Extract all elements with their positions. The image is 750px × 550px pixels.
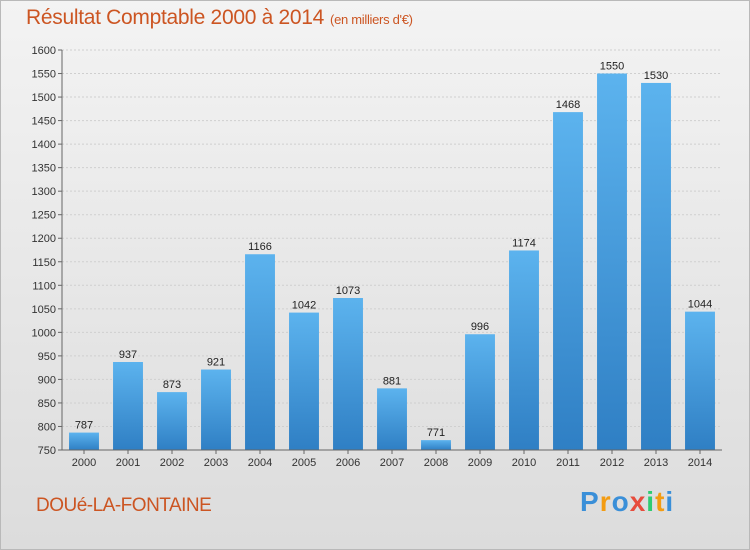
bar-2008	[421, 440, 451, 450]
y-tick-label: 1200	[32, 233, 56, 245]
data-label-2003: 921	[207, 357, 225, 369]
x-tick-label-2014: 2014	[688, 457, 712, 469]
chart-title-text: Résultat Comptable 2000 à 2014	[26, 6, 325, 29]
data-label-2011: 1468	[556, 99, 580, 111]
data-label-2002: 873	[163, 379, 181, 391]
bar-2007	[377, 388, 407, 450]
logo-letter: r	[599, 486, 612, 517]
x-tick-label-2006: 2006	[336, 457, 360, 469]
x-tick-label-2002: 2002	[160, 457, 184, 469]
data-label-2013: 1530	[644, 70, 668, 82]
bar-2006	[333, 298, 363, 450]
y-tick-label: 750	[38, 445, 56, 457]
y-tick-label: 1250	[32, 210, 56, 222]
y-tick-label: 1050	[32, 304, 56, 316]
y-tick-label: 1500	[32, 92, 56, 104]
x-tick-label-2000: 2000	[72, 457, 96, 469]
bar-2003	[201, 369, 231, 450]
x-tick-label-2011: 2011	[556, 457, 580, 469]
bar-2009	[465, 334, 495, 450]
y-tick-label: 1000	[32, 327, 56, 339]
x-tick-label-2001: 2001	[116, 457, 140, 469]
y-tick-label: 1550	[32, 69, 56, 81]
data-label-2014: 1044	[688, 299, 712, 311]
data-label-2009: 996	[471, 321, 489, 333]
y-tick-label: 1300	[32, 186, 56, 198]
data-label-2000: 787	[75, 420, 93, 432]
data-label-2004: 1166	[248, 241, 272, 253]
x-tick-label-2008: 2008	[424, 457, 448, 469]
bars: 787 937 873 921 1166 1042 1073 881 771 996 1174 146…	[69, 61, 715, 451]
x-tick-label-2004: 2004	[248, 457, 272, 469]
bar-2001	[113, 362, 143, 450]
y-tick-label: 1600	[32, 45, 56, 57]
bar-2000	[69, 432, 99, 450]
y-tick-label: 1150	[32, 257, 56, 269]
logo-letter: i	[665, 486, 675, 517]
bar-2002	[157, 392, 187, 450]
bar-2014	[685, 311, 715, 450]
y-tick-label: 1450	[32, 116, 56, 128]
data-label-2007: 881	[383, 375, 401, 387]
bar-2012	[597, 73, 627, 450]
proxiti-logo: Proxiti	[580, 486, 674, 518]
x-tick-label-2007: 2007	[380, 457, 404, 469]
x-tick-label-2013: 2013	[644, 457, 668, 469]
logo-letter: x	[629, 486, 647, 517]
y-tick-label: 900	[38, 374, 56, 386]
bar-2010	[509, 250, 539, 450]
x-tick-label-2005: 2005	[292, 457, 316, 469]
x-tick-label-2010: 2010	[512, 457, 536, 469]
bar-2004	[245, 254, 275, 450]
y-tick-label: 950	[38, 351, 56, 363]
data-label-2012: 1550	[600, 61, 624, 73]
y-tick-label: 850	[38, 398, 56, 410]
data-label-2008: 771	[427, 427, 445, 439]
axes: 750 800 850 900 950 1000 1050 1100 1150 1200 1250 1…	[32, 45, 722, 469]
y-tick-label: 1350	[32, 163, 56, 175]
bar-2013	[641, 82, 671, 451]
bar-2011	[553, 112, 583, 450]
logo-letter: o	[611, 486, 630, 517]
x-tick-label-2012: 2012	[600, 457, 624, 469]
logo-letter: t	[655, 486, 666, 517]
data-label-2006: 1073	[336, 285, 360, 297]
data-label-2005: 1042	[292, 300, 316, 312]
x-tick-label-2003: 2003	[204, 457, 228, 469]
data-label-2001: 937	[119, 349, 137, 361]
logo-letter: i	[646, 486, 656, 517]
y-tick-label: 800	[38, 421, 56, 433]
logo-letter: P	[580, 486, 600, 517]
place-name: DOUé-LA-FONTAINE	[36, 495, 212, 516]
y-tick-label: 1400	[32, 139, 56, 151]
x-tick-label-2009: 2009	[468, 457, 492, 469]
chart-unit-label: (en milliers d'€)	[330, 12, 413, 27]
bar-2005	[289, 312, 319, 450]
y-tick-label: 1100	[32, 280, 56, 292]
data-label-2010: 1174	[512, 237, 536, 249]
chart-title: Résultat Comptable 2000 à 2014 (en millie…	[26, 6, 413, 30]
